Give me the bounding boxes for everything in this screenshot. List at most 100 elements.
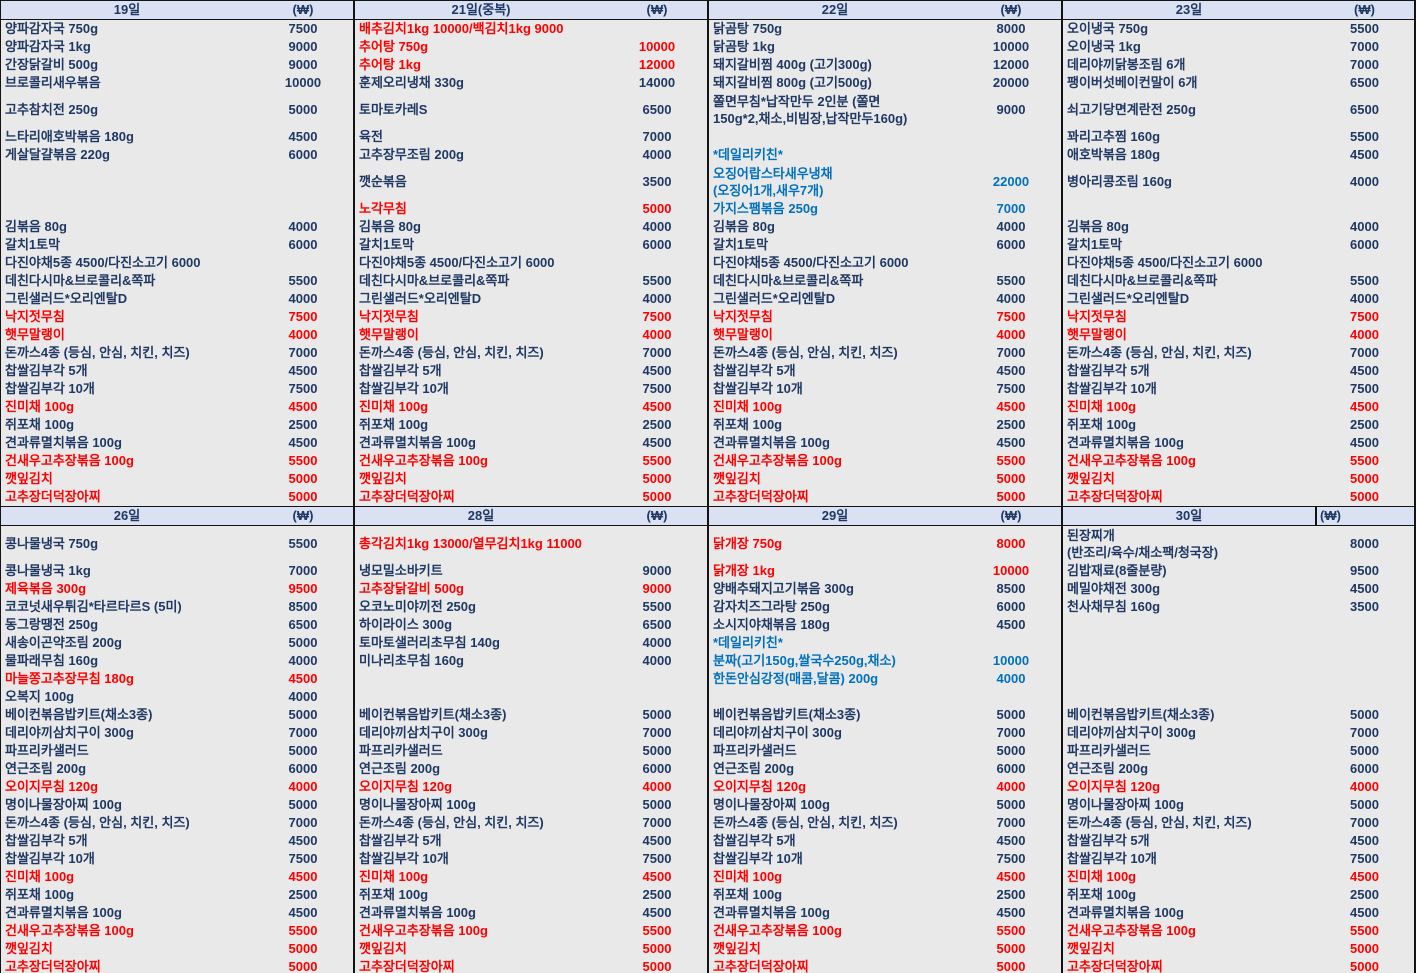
item-cell[interactable]: 데리야끼삼치구이 300g (1067, 725, 1196, 740)
price-cell[interactable] (1315, 652, 1416, 670)
item-cell[interactable]: 건새우고추장볶음 100g (1067, 453, 1196, 468)
item-cell[interactable]: 진미채 100g (359, 869, 429, 884)
column-header-currency[interactable]: (₩) (961, 507, 1063, 525)
price-cell[interactable]: 5000 (1315, 958, 1416, 973)
price-cell[interactable]: 2500 (607, 416, 709, 434)
price-cell[interactable]: 7500 (253, 20, 355, 38)
price-cell[interactable] (253, 200, 355, 218)
item-cell[interactable]: 찹쌀김부각 10개 (5, 381, 95, 396)
item-cell[interactable]: 햇무말랭이 (1067, 327, 1127, 342)
item-cell[interactable] (355, 670, 607, 688)
item-cell[interactable]: 건새우고추장볶음 100g (359, 453, 488, 468)
column-header-day[interactable]: 30일 (1063, 507, 1315, 525)
column-header-day[interactable]: 29일 (709, 507, 961, 525)
item-cell[interactable]: 물파래무침 160g (5, 653, 99, 668)
price-cell[interactable]: 5000 (607, 706, 709, 724)
price-cell[interactable]: 7500 (607, 308, 709, 326)
price-cell[interactable]: 9000 (607, 562, 709, 580)
price-cell[interactable]: 9000 (961, 92, 1063, 128)
column-header-currency[interactable]: (₩) (607, 507, 709, 525)
item-cell[interactable]: 연근조림 200g (1067, 761, 1149, 776)
item-cell[interactable]: 쥐포채 100g (5, 887, 75, 902)
price-cell[interactable]: 7500 (253, 850, 355, 868)
item-cell[interactable]: 돈까스4종 (등심, 안심, 치킨, 치즈) (359, 815, 544, 830)
column-header-day[interactable]: 26일 (1, 507, 253, 525)
item-cell[interactable]: 낙지젓무침 (1067, 309, 1127, 324)
price-cell[interactable]: 4000 (961, 326, 1063, 344)
price-cell[interactable]: 4000 (961, 218, 1063, 236)
item-cell[interactable]: 쥐포채 100g (713, 887, 783, 902)
price-cell[interactable]: 4500 (961, 832, 1063, 850)
price-cell[interactable]: 5000 (1315, 706, 1416, 724)
item-cell[interactable]: 돼지갈비찜 400g (고기300g) (713, 57, 872, 72)
item-cell[interactable] (709, 128, 961, 146)
item-cell[interactable]: 쥐포채 100g (713, 417, 783, 432)
price-cell[interactable]: 4500 (253, 398, 355, 416)
price-cell[interactable]: 4500 (253, 904, 355, 922)
item-cell[interactable]: 파프리카샐러드 (713, 743, 797, 758)
item-cell[interactable]: 다진야채5종 4500/다진소고기 6000 (5, 255, 201, 270)
price-cell[interactable]: 7500 (961, 380, 1063, 398)
price-cell[interactable]: 5000 (961, 796, 1063, 814)
item-cell[interactable]: 고추장더덕장아찌 (713, 489, 809, 504)
price-cell[interactable]: 20000 (961, 74, 1063, 92)
item-cell[interactable]: 간장닭갈비 500g (5, 57, 99, 72)
item-cell[interactable]: 김볶음 80g (1067, 219, 1129, 234)
price-cell[interactable]: 3500 (1315, 598, 1416, 616)
price-cell[interactable]: 4500 (961, 616, 1063, 634)
item-cell[interactable]: 건새우고추장볶음 100g (5, 453, 134, 468)
item-cell[interactable]: 천사채무침 160g (1067, 599, 1161, 614)
price-cell[interactable]: 8500 (253, 598, 355, 616)
price-cell[interactable]: 4500 (253, 128, 355, 146)
price-cell[interactable]: 5000 (1315, 796, 1416, 814)
item-cell[interactable]: 명이나물장아찌 100g (1067, 797, 1184, 812)
price-cell[interactable]: 9000 (607, 580, 709, 598)
price-cell[interactable]: 7500 (607, 380, 709, 398)
item-cell[interactable]: 게살달걀볶음 220g (5, 147, 111, 162)
item-cell[interactable]: 파프리카샐러드 (5, 743, 89, 758)
price-cell[interactable]: 4500 (607, 904, 709, 922)
item-cell[interactable]: 베이컨볶음밥키트(채소3종) (1067, 707, 1215, 722)
item-cell[interactable]: 견과류멸치볶음 100g (359, 905, 476, 920)
price-cell[interactable] (1315, 254, 1416, 272)
price-cell[interactable]: 6500 (253, 616, 355, 634)
price-cell[interactable]: 5500 (961, 452, 1063, 470)
item-cell[interactable]: 훈제오리냉채 330g (359, 75, 465, 90)
price-cell[interactable]: 5500 (1315, 128, 1416, 146)
price-cell[interactable]: 7000 (607, 344, 709, 362)
price-cell[interactable]: 4500 (1315, 868, 1416, 886)
item-cell[interactable]: 닭곰탕 1kg (713, 39, 775, 54)
item-cell[interactable]: 돈까스4종 (등심, 안심, 치킨, 치즈) (5, 345, 190, 360)
price-cell[interactable]: 9500 (1315, 562, 1416, 580)
item-cell[interactable]: 오징어랍스타새우냉채 (오징어1개,새우7개) (713, 166, 833, 198)
item-cell[interactable]: 데친다시마&브로콜리&쪽파 (713, 273, 864, 288)
item-cell[interactable]: 닭개장 750g (713, 536, 783, 551)
price-cell[interactable]: 6000 (253, 760, 355, 778)
item-cell[interactable]: 오이지무침 120g (359, 779, 453, 794)
item-cell[interactable]: 갈치1토막 (5, 237, 61, 252)
price-cell[interactable]: 4000 (253, 218, 355, 236)
item-cell[interactable]: 건새우고추장볶음 100g (713, 453, 842, 468)
price-cell[interactable]: 5500 (1315, 272, 1416, 290)
price-cell[interactable]: 7000 (253, 344, 355, 362)
item-cell[interactable] (1, 200, 253, 218)
item-cell[interactable]: 꽈리고추찜 160g (1067, 129, 1161, 144)
price-cell[interactable]: 4000 (1315, 290, 1416, 308)
price-cell[interactable]: 5500 (253, 452, 355, 470)
item-cell[interactable]: 깻잎김치 (713, 471, 761, 486)
item-cell[interactable]: 오이지무침 120g (713, 779, 807, 794)
price-cell[interactable]: 6000 (253, 146, 355, 164)
item-cell[interactable]: 찹쌀김부각 10개 (5, 851, 95, 866)
price-cell[interactable]: 4000 (1315, 164, 1416, 200)
item-cell[interactable]: 오이지무침 120g (5, 779, 99, 794)
item-cell[interactable]: 오복지 100g (5, 689, 75, 704)
price-cell[interactable]: 10000 (253, 74, 355, 92)
price-cell[interactable]: 8000 (961, 20, 1063, 38)
item-cell[interactable]: 연근조림 200g (359, 761, 441, 776)
price-cell[interactable]: 2500 (253, 886, 355, 904)
price-cell[interactable]: 4000 (1315, 778, 1416, 796)
price-cell[interactable]: 6000 (1315, 236, 1416, 254)
price-cell[interactable]: 7000 (607, 128, 709, 146)
price-cell[interactable]: 4500 (607, 434, 709, 452)
item-cell[interactable]: *데일리키친* (713, 147, 783, 162)
